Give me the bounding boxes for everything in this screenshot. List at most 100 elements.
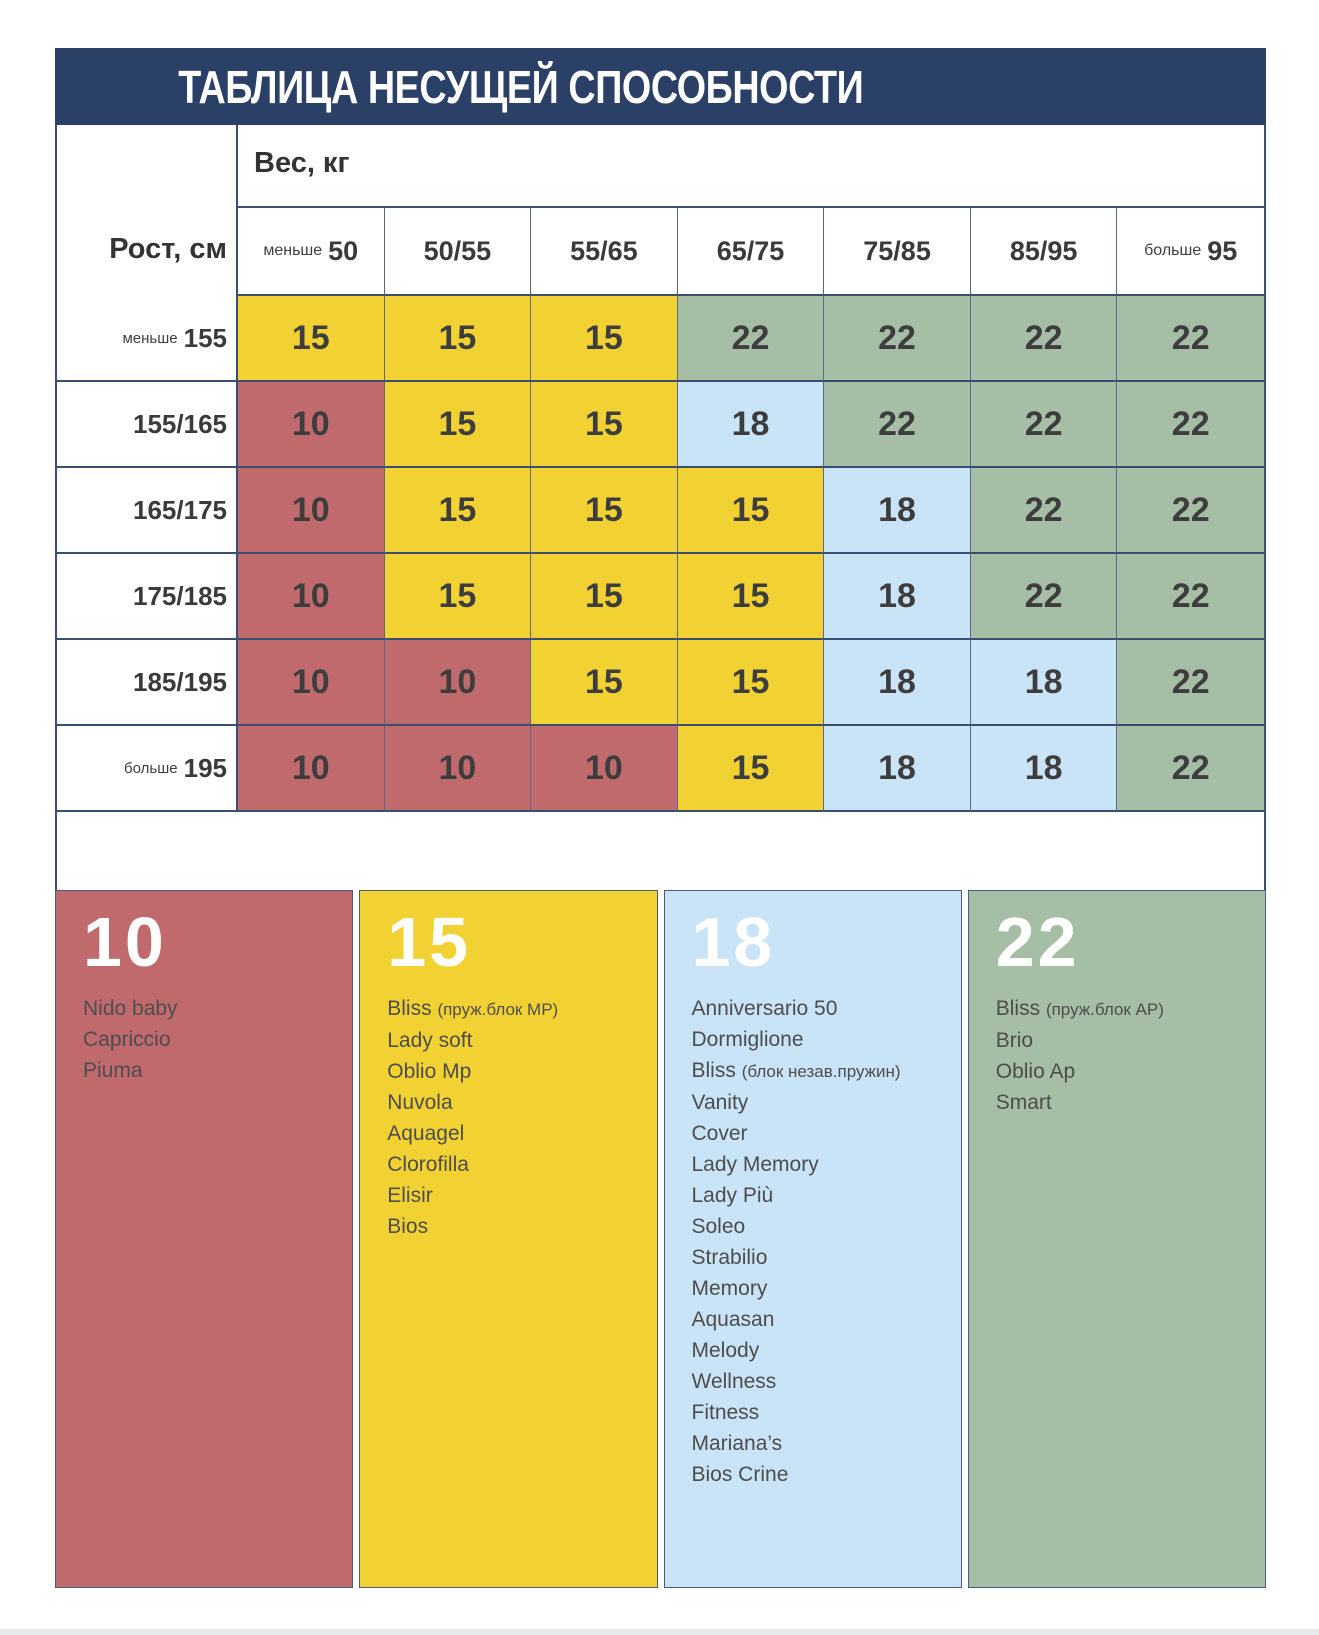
column-header-value: 65/75	[716, 235, 785, 266]
height-axis-label: Рост, см	[109, 233, 227, 265]
legend-item: Aquagel	[387, 1118, 642, 1149]
legend-item-list: Anniversario 50 Dormiglione Bliss (блок не…	[692, 993, 947, 1490]
legend-item: Oblio Ap	[996, 1056, 1251, 1087]
capacity-cell: 22	[824, 382, 971, 468]
capacity-cell: 15	[384, 468, 532, 554]
legend-item: Cover	[692, 1118, 947, 1149]
legend-item: Nuvola	[387, 1087, 642, 1118]
legend-item-name: Memory	[691, 1277, 768, 1300]
legend-item-name: Wellness	[691, 1370, 777, 1393]
legend-item-name: Dormiglione	[691, 1028, 804, 1051]
legend-item-name: Bios Crine	[691, 1463, 789, 1486]
legend-item: Bliss (пруж.блок AP)	[996, 993, 1251, 1025]
legend-item: Bliss (пруж.блок MP)	[387, 993, 642, 1025]
capacity-sheet: ТАБЛИЦА НЕСУЩЕЙ СПОСОБНОСТИ Рост, см Вес,…	[55, 48, 1266, 1588]
legend-item: Lady soft	[387, 1025, 642, 1056]
row-header-value: 195	[183, 752, 227, 783]
legend-item-note: (пруж.блок AP)	[1045, 1000, 1164, 1019]
legend-item: Clorofilla	[387, 1149, 642, 1180]
legend-block: 10 Nido baby Capriccio Piuma	[55, 890, 354, 1588]
capacity-cell: 15	[531, 468, 678, 554]
legend-item-name: Oblio Ap	[995, 1060, 1076, 1083]
legend-value: 15	[387, 903, 472, 981]
legend-item-name: Lady soft	[387, 1029, 473, 1052]
legend-value: 18	[691, 903, 776, 981]
legend-item: Nido baby	[83, 993, 338, 1024]
legend-item: Strabilio	[692, 1242, 947, 1273]
height-axis-cell: Рост, см	[57, 125, 238, 296]
row-header: 155/165	[57, 382, 238, 468]
weight-axis-label: Вес, кг	[254, 147, 350, 179]
legend-item-note: (пруж.блок MP)	[437, 1000, 559, 1019]
capacity-cell: 10	[238, 382, 385, 468]
capacity-cell: 15	[677, 554, 825, 640]
legend-item: Oblio Mp	[387, 1056, 642, 1087]
column-header: 65/75	[677, 208, 825, 296]
legend-item-name: Brio	[995, 1029, 1034, 1052]
row-header-value: 165/175	[133, 494, 227, 525]
column-header: больше 95	[1117, 208, 1264, 296]
legend-block: 18 Anniversario 50 Dormiglione Bliss (блок …	[663, 890, 962, 1588]
capacity-cell: 15	[531, 382, 678, 468]
capacity-cell: 10	[238, 640, 385, 726]
legend: 10 Nido baby Capriccio Piuma 15 Bliss (пруж.б…	[55, 890, 1266, 1588]
legend-item: Bios	[387, 1211, 642, 1242]
legend-item-note: (блок незав.пружин)	[741, 1062, 901, 1081]
row-header-value: 155	[183, 322, 227, 353]
capacity-cell: 15	[531, 640, 678, 726]
capacity-cell: 10	[238, 554, 385, 640]
capacity-cell: 15	[677, 726, 825, 812]
legend-item: Lady Più	[692, 1180, 947, 1211]
legend-item: Soleo	[692, 1211, 947, 1242]
legend-item: Fitness	[692, 1397, 947, 1428]
legend-item-name: Strabilio	[691, 1246, 768, 1269]
capacity-cell: 15	[677, 468, 825, 554]
capacity-cell: 15	[677, 640, 825, 726]
legend-block: 22 Bliss (пруж.блок AP) Brio Oblio Ap Smart	[967, 890, 1266, 1588]
legend-item-name: Aquasan	[691, 1308, 775, 1331]
capacity-cell: 15	[531, 296, 678, 382]
column-header: меньше 50	[238, 208, 385, 296]
legend-item: Capriccio	[83, 1024, 338, 1055]
legend-item-name: Nido baby	[83, 997, 178, 1020]
legend-item-name: Nuvola	[387, 1091, 453, 1114]
legend-item-name: Bios	[387, 1215, 429, 1238]
capacity-cell: 18	[970, 640, 1118, 726]
column-header-prefix: меньше	[263, 242, 323, 259]
legend-value: 22	[995, 903, 1080, 981]
legend-item: Dormiglione	[692, 1024, 947, 1055]
capacity-cell: 22	[970, 296, 1118, 382]
legend-item-list: Nido baby Capriccio Piuma	[83, 993, 338, 1086]
column-header-value: 85/95	[1009, 235, 1078, 266]
legend-item: Aquasan	[692, 1304, 947, 1335]
row-header-value: 155/165	[133, 408, 227, 439]
column-header: 55/65	[531, 208, 678, 296]
capacity-cell: 18	[824, 468, 971, 554]
row-header: 185/195	[57, 640, 238, 726]
row-header-prefix: больше	[124, 759, 178, 777]
weight-axis-cell: Вес, кг	[238, 125, 1264, 208]
legend-item-name: Soleo	[691, 1215, 746, 1238]
capacity-cell: 10	[384, 726, 532, 812]
column-header-value: 55/65	[570, 235, 638, 266]
legend-item-name: Bliss	[691, 1059, 736, 1082]
table-title-bar: ТАБЛИЦА НЕСУЩЕЙ СПОСОБНОСТИ	[55, 48, 1266, 125]
capacity-cell: 22	[1117, 640, 1264, 726]
row-header-value: 175/185	[133, 580, 227, 611]
capacity-cell: 22	[1117, 382, 1264, 468]
row-header-value: 185/195	[133, 666, 227, 697]
legend-item-list: Bliss (пруж.блок MP) Lady soft Oblio Mp Nuv…	[387, 993, 642, 1242]
legend-item-name: Lady Più	[691, 1184, 774, 1207]
legend-item-name: Cover	[691, 1122, 748, 1145]
column-header-value: 95	[1207, 235, 1238, 266]
legend-item-name: Capriccio	[83, 1028, 171, 1051]
capacity-cell: 15	[238, 296, 385, 382]
column-header-value: 50/55	[423, 235, 492, 266]
capacity-cell: 10	[531, 726, 678, 812]
legend-item-name: Mariana’s	[691, 1432, 783, 1455]
legend-item: Melody	[692, 1335, 947, 1366]
capacity-cell: 15	[384, 382, 532, 468]
capacity-cell: 15	[384, 296, 532, 382]
legend-item-name: Anniversario 50	[691, 997, 838, 1020]
